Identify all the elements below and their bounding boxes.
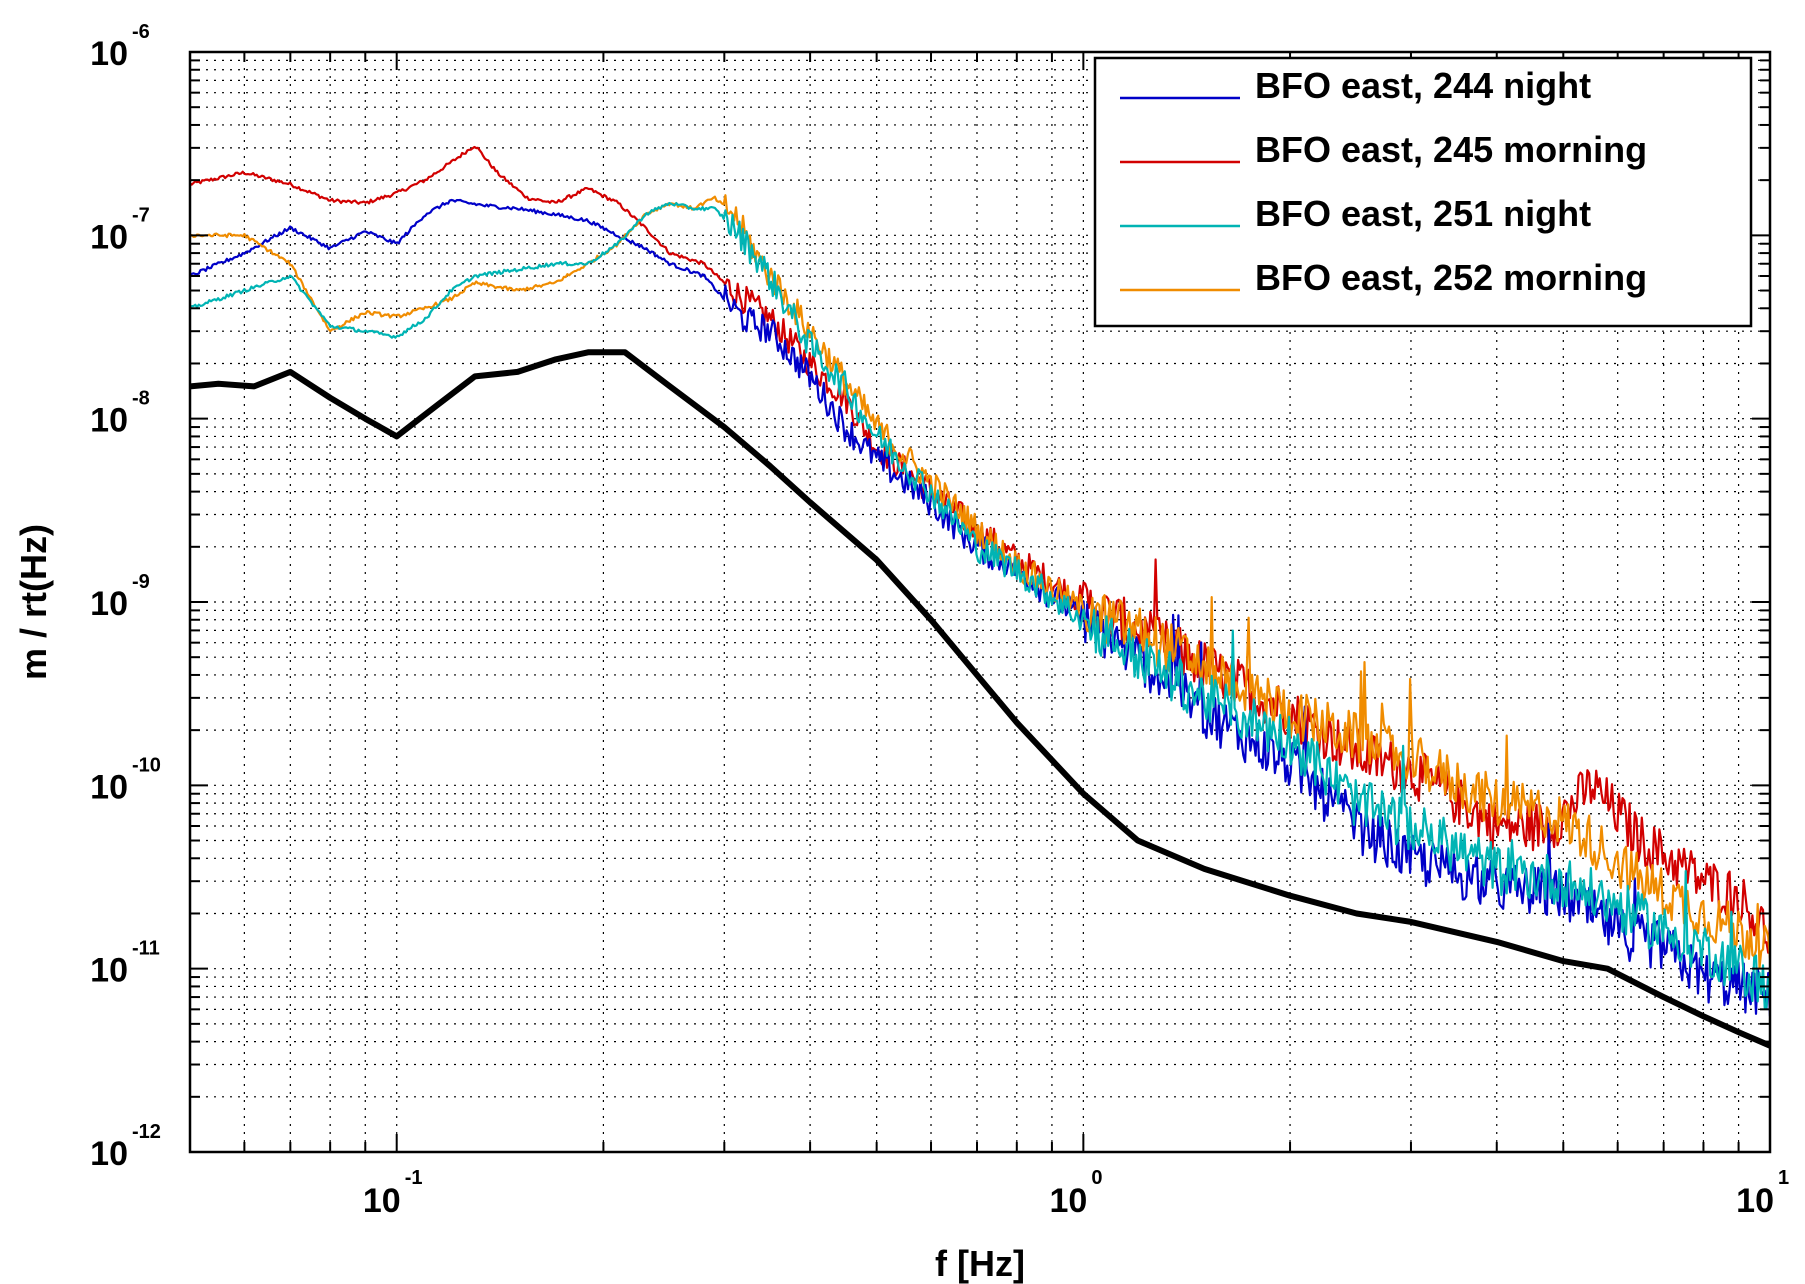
tick-marks (189, 51, 1771, 1153)
y-tick-label: 10-6 (90, 21, 150, 73)
y-axis-title: m / rt(Hz) (13, 524, 54, 680)
legend-entry: BFO east, 245 morning (1120, 129, 1647, 170)
series-line-3 (190, 194, 1770, 969)
svg-text:-7: -7 (132, 204, 150, 226)
legend-label: BFO east, 244 night (1255, 65, 1591, 106)
svg-text:-10: -10 (132, 754, 161, 776)
legend-box (1093, 56, 1753, 328)
svg-text:-6: -6 (132, 21, 150, 43)
y-tick-label: 10-7 (90, 204, 150, 256)
svg-text:10: 10 (1736, 1182, 1774, 1220)
reference-series-line (190, 349, 1770, 1049)
x-tick-label: 101 (1736, 1167, 1789, 1220)
legend-label: BFO east, 251 night (1255, 193, 1591, 234)
legend-entry: BFO east, 251 night (1120, 193, 1591, 234)
legend: BFO east, 244 night BFO east, 245 morning… (1093, 56, 1753, 328)
legend-entry: BFO east, 244 night (1120, 65, 1591, 106)
svg-text:10: 10 (90, 35, 128, 73)
svg-text:10: 10 (90, 952, 128, 990)
svg-text:10: 10 (90, 585, 128, 623)
y-tick-label: 10-9 (90, 571, 150, 623)
legend-entry: BFO east, 252 morning (1120, 257, 1647, 298)
y-tick-label: 10-11 (90, 938, 160, 990)
svg-text:10: 10 (90, 402, 128, 440)
tick-labels: 10-110010110-1210-1110-1010-910-810-710-… (90, 21, 1789, 1220)
svg-text:10: 10 (1050, 1182, 1088, 1220)
svg-text:-8: -8 (132, 388, 150, 410)
svg-text:10: 10 (90, 768, 128, 806)
y-tick-label: 10-12 (90, 1121, 161, 1173)
svg-text:10: 10 (363, 1182, 401, 1220)
y-tick-label: 10-10 (90, 754, 161, 806)
legend-label: BFO east, 245 morning (1255, 129, 1647, 170)
series-line-2 (190, 201, 1770, 1009)
svg-text:-9: -9 (132, 571, 150, 593)
x-axis-title: f [Hz] (935, 1243, 1025, 1284)
svg-text:-12: -12 (132, 1121, 161, 1143)
svg-text:10: 10 (90, 218, 128, 256)
svg-text:0: 0 (1091, 1167, 1102, 1189)
x-tick-label: 10-1 (363, 1167, 423, 1220)
legend-label: BFO east, 252 morning (1255, 257, 1647, 298)
svg-text:-1: -1 (405, 1167, 423, 1189)
svg-text:10: 10 (90, 1135, 128, 1173)
series-lines (190, 145, 1770, 1049)
svg-text:-11: -11 (132, 938, 160, 960)
y-tick-label: 10-8 (90, 388, 150, 440)
x-tick-label: 100 (1050, 1167, 1103, 1220)
svg-text:1: 1 (1778, 1167, 1789, 1189)
